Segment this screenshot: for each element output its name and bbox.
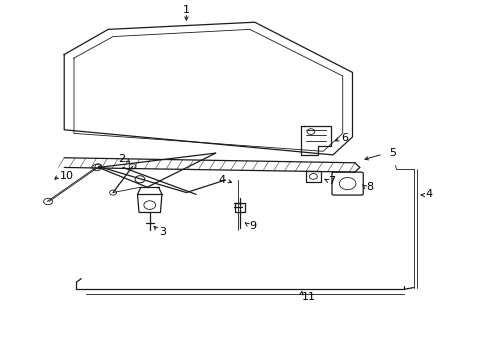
Text: 9: 9 bbox=[249, 221, 256, 231]
Text: 4: 4 bbox=[426, 189, 433, 199]
Text: 11: 11 bbox=[302, 292, 316, 302]
Text: 7: 7 bbox=[328, 176, 335, 186]
Text: 2: 2 bbox=[118, 154, 125, 164]
Text: 6: 6 bbox=[342, 133, 349, 143]
Text: 1: 1 bbox=[183, 5, 190, 15]
Text: 5: 5 bbox=[389, 148, 396, 158]
Text: 10: 10 bbox=[60, 171, 74, 181]
Text: 3: 3 bbox=[159, 227, 167, 237]
Text: 4: 4 bbox=[219, 175, 225, 185]
Text: 8: 8 bbox=[366, 182, 373, 192]
